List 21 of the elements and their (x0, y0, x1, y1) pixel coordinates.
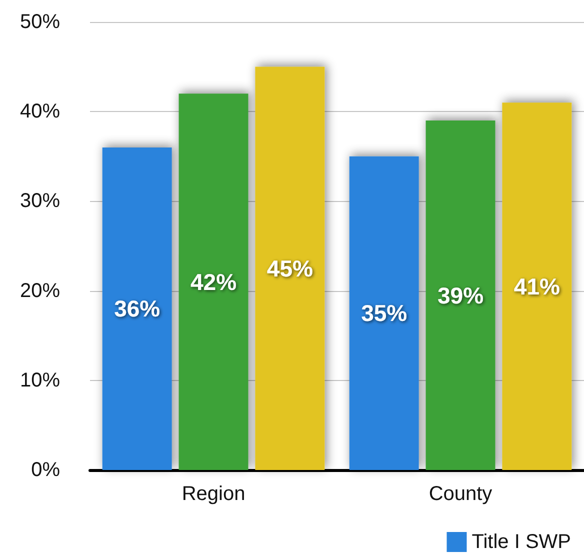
legend-label: Title I SWP (472, 531, 572, 553)
data-label: 35% (361, 300, 408, 326)
data-label: 42% (190, 268, 237, 295)
data-label: 41% (514, 273, 560, 300)
bar (102, 147, 172, 470)
y-tick-label: 40% (20, 100, 60, 123)
x-tick-label: County (428, 483, 492, 505)
bar (178, 94, 248, 470)
y-tick-label: 30% (20, 190, 60, 212)
data-label: 45% (266, 255, 313, 282)
y-tick-label: 20% (20, 280, 60, 302)
x-tick-label: Region (182, 483, 246, 505)
y-tick-label: 10% (20, 369, 60, 392)
data-label: 39% (437, 282, 484, 308)
bar (255, 66, 325, 470)
data-label: 36% (114, 296, 160, 322)
bar (349, 156, 419, 470)
y-tick-label: 0% (31, 459, 60, 481)
bar (502, 102, 572, 470)
bar (426, 120, 496, 470)
y-tick-label: 50% (20, 11, 60, 33)
